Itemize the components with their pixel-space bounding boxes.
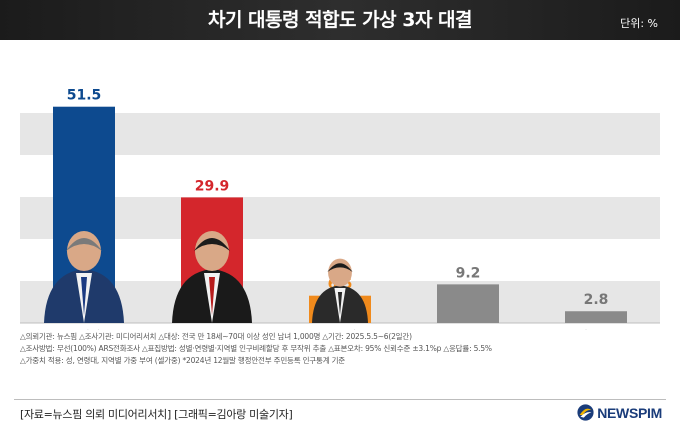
footer-divider <box>14 399 666 400</box>
newspim-logo-text: NEWSPIM <box>597 404 662 421</box>
survey-note-line: △의뢰기관: 뉴스핌 △조사기관: 미디어리서치 △대상: 전국 만 18세~7… <box>20 332 412 341</box>
chart-title: 차기 대통령 적합도 가상 3자 대결 <box>207 9 473 31</box>
person-portrait <box>337 292 343 315</box>
bar-value-label: 2.8 <box>584 292 609 308</box>
grid-band <box>20 155 660 197</box>
header-bar: 차기 대통령 적합도 가상 3자 대결 단위: % <box>0 0 680 40</box>
person-portrait <box>328 258 352 287</box>
survey-notes: △의뢰기관: 뉴스핌 △조사기관: 미디어리서치 △대상: 전국 만 18세~7… <box>20 331 670 367</box>
category-label: 이재명 <box>67 329 100 330</box>
person-portrait <box>195 231 229 271</box>
category-label: 잘 모름 <box>578 329 615 330</box>
person-portrait <box>66 238 102 251</box>
bar-value-label: 51.5 <box>67 88 102 104</box>
survey-note-line: △가중치 적용: 성, 연령대, 지역별 가중 부여 (셀가중) *2024년 … <box>20 356 345 365</box>
bar-value-label: 9.2 <box>456 265 481 281</box>
grid-band <box>20 197 660 239</box>
bar <box>565 311 627 323</box>
source-credit: [자료=뉴스핌 의뢰 미디어리서치] [그래픽=김아랑 미술기자] <box>20 408 293 421</box>
person-portrait <box>327 263 353 272</box>
bar <box>437 284 499 323</box>
person-portrait <box>81 277 87 315</box>
category-label: 이준석 <box>323 329 356 330</box>
bar-chart: 51.5이재명29.9김문수6.5이준석9.2없음2.8잘 모름 <box>20 71 660 330</box>
newspim-logo-icon <box>577 404 594 421</box>
unit-label: 단위: % <box>620 17 658 30</box>
category-label: 김문수 <box>195 329 228 330</box>
category-label: 없음 <box>457 329 479 330</box>
newspim-logo: NEWSPIM <box>577 404 662 421</box>
person-portrait <box>209 277 215 315</box>
grid-band <box>20 113 660 155</box>
person-portrait <box>67 231 101 271</box>
grid-band <box>20 71 660 113</box>
person-portrait <box>194 238 230 251</box>
survey-note-line: △조사방법: 무선(100%) ARS전화조사 △표집방법: 성별·연령별·지역… <box>20 344 492 353</box>
bar-value-label: 29.9 <box>195 178 230 194</box>
